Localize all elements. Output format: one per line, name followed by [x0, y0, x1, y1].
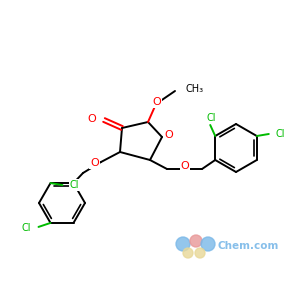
Circle shape: [176, 237, 190, 251]
Text: O: O: [181, 161, 189, 171]
Text: Cl: Cl: [206, 113, 216, 123]
Circle shape: [195, 248, 205, 258]
Text: CH₃: CH₃: [185, 84, 203, 94]
Text: O: O: [165, 130, 173, 140]
Text: Chem.com: Chem.com: [217, 241, 278, 251]
Circle shape: [183, 248, 193, 258]
Circle shape: [201, 237, 215, 251]
Text: Cl: Cl: [22, 223, 32, 233]
Text: Cl: Cl: [70, 180, 79, 190]
Text: O: O: [87, 114, 96, 124]
Circle shape: [190, 235, 202, 247]
Text: O: O: [153, 97, 161, 107]
Text: Cl: Cl: [276, 129, 285, 139]
Text: O: O: [90, 158, 99, 168]
